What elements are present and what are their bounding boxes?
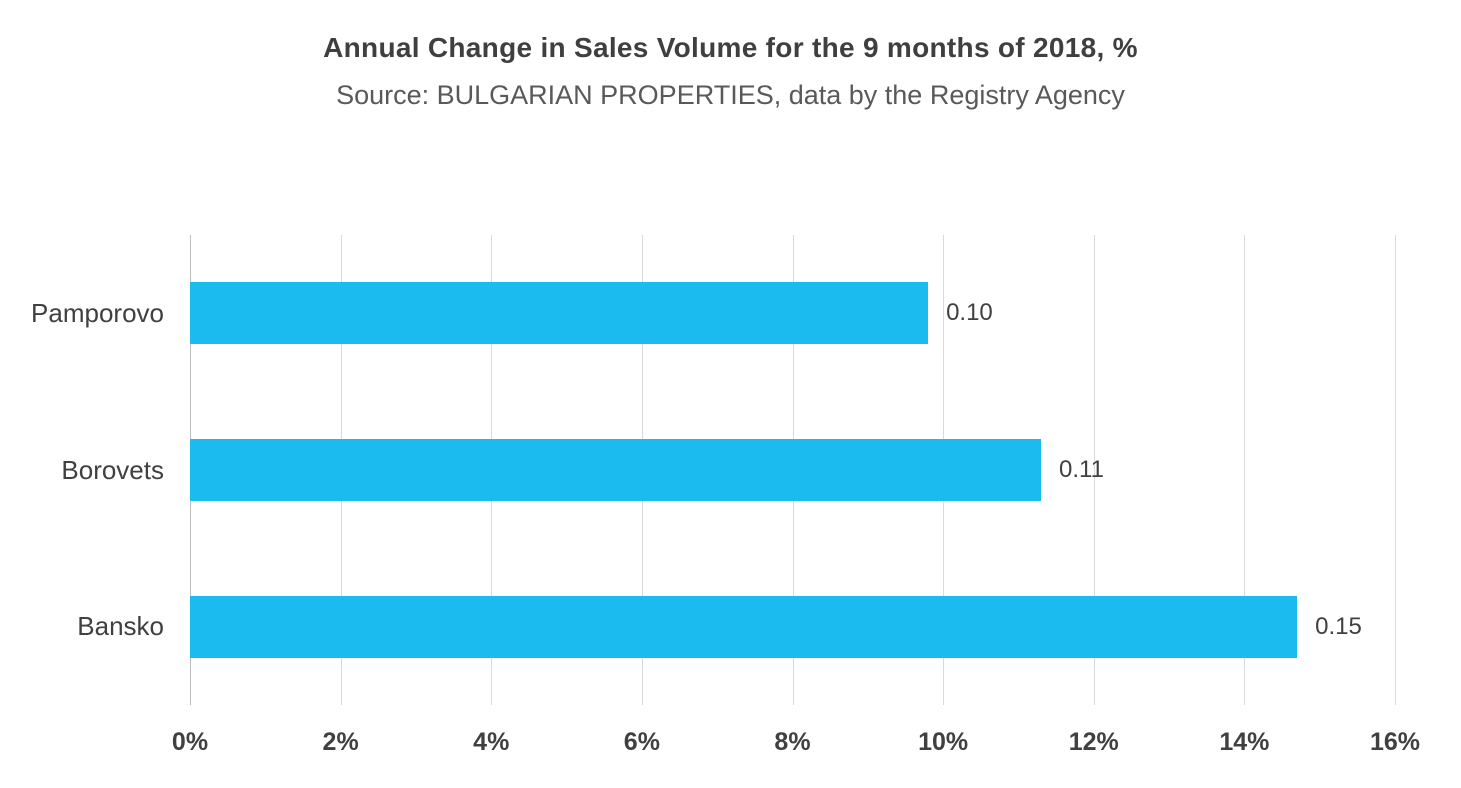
bar-row: Pamporovo 0.10 [31,235,1395,392]
category-label-pamporovo: Pamporovo [31,297,164,328]
plot-area: Pamporovo 0.10 Borovets 0.11 Bansko 0.15 [31,235,1396,705]
x-tick-label: 2% [322,728,359,756]
value-label: 0.10 [946,299,993,327]
bar-row: Bansko 0.15 [77,548,1395,705]
x-tick-label: 6% [623,728,660,756]
x-tick-label: 10% [918,728,969,756]
x-tick-label: 14% [1219,728,1270,756]
x-axis: 0% 2% 4% 6% 8% 10% 12% 14% 16% [172,728,1420,770]
bar-borovets [190,439,1042,501]
bar-rows: Pamporovo 0.10 Borovets 0.11 Bansko 0.15 [31,235,1395,705]
value-label: 0.15 [1315,612,1362,640]
bar-bansko [190,595,1298,658]
gridline [1244,235,1246,705]
x-tick-label: 12% [1068,728,1119,756]
chart-subtitle: Source: BULGARIAN PROPERTIES, data by th… [336,80,1125,110]
x-tick-label: 0% [171,728,209,756]
gridline [1093,235,1095,705]
bar-row: Borovets 0.11 [61,392,1395,549]
chart-title: Annual Change in Sales Volume for the 9 … [323,32,1138,63]
x-tick-label: 8% [774,728,811,756]
bar-pamporovo [190,282,929,345]
gridline [1395,235,1396,705]
value-label: 0.11 [1059,456,1104,483]
category-label-borovets: Borovets [61,454,164,485]
category-label-bansko: Bansko [77,611,164,642]
x-tick-label: 16% [1369,728,1421,756]
x-tick-label: 4% [473,728,510,756]
